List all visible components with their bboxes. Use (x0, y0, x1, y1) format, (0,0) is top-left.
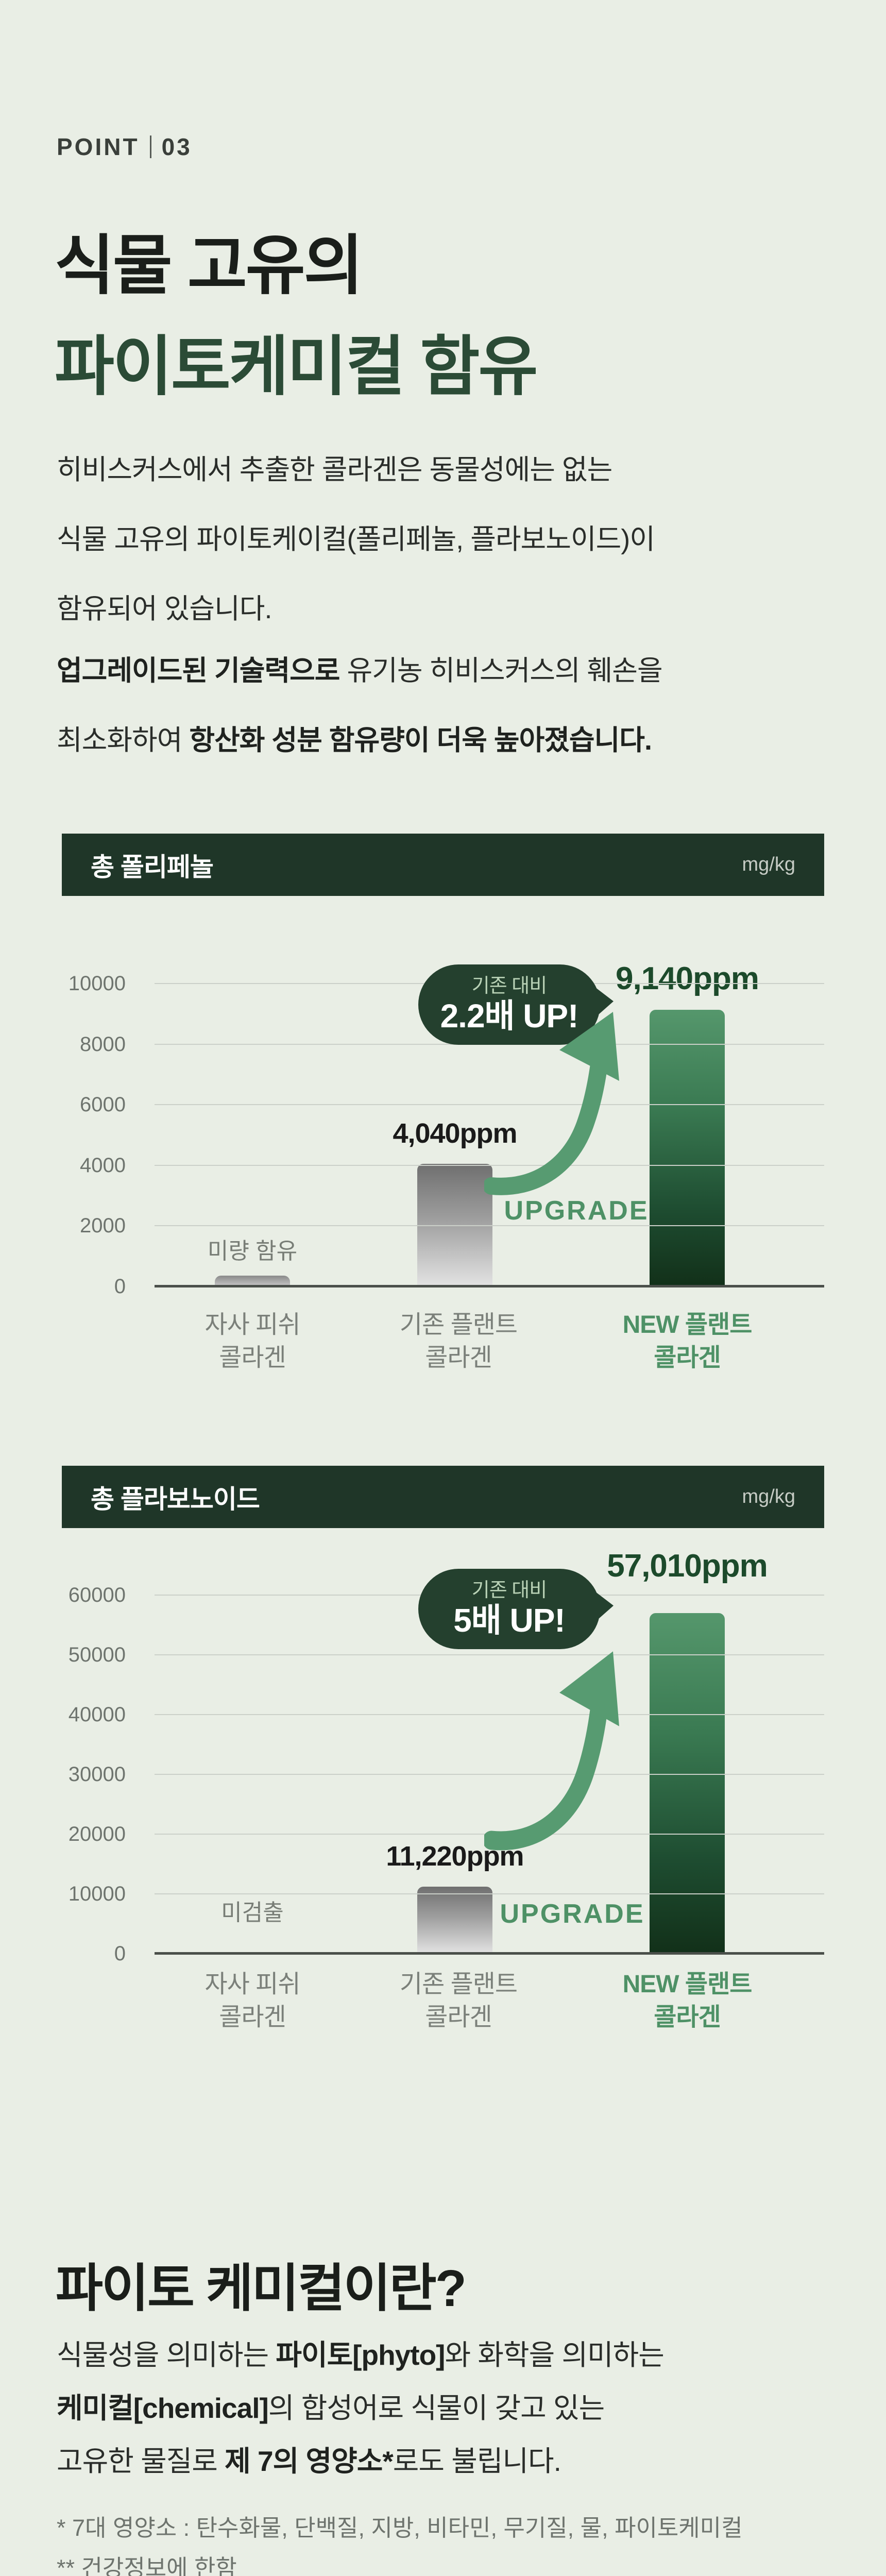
intro-p2-rest: 유기농 히비스커스의 훼손을 (339, 655, 662, 686)
page-title-line1: 식물 고유의 (55, 229, 364, 302)
intro-p1-line3: 함유되어 있습니다. (57, 594, 272, 624)
growth-arrow-icon (484, 1012, 619, 1195)
badge-compare-text: 기존 대비 (471, 975, 547, 997)
point-label: POINT (57, 133, 140, 160)
intro-p2-pre: 최소화하여 (57, 725, 190, 756)
point-number: 03 (161, 133, 192, 160)
point-eyebrow: POINT 03 (57, 133, 192, 161)
x-label-old-plant-collagen: 기존 플랜트 콜라겐 (399, 1971, 518, 2031)
y-axis-tick: 2000 (80, 1214, 126, 1238)
flavonoid-badge-bubble: 기존 대비 5배 UP! (418, 1569, 600, 1649)
value-label-9140ppm: 9,140ppm (615, 961, 759, 996)
y-axis-tick: 0 (114, 1275, 126, 1298)
phyto-line2: 케미컬[chemical]의 합성어로 식물이 갖고 있는 (57, 2392, 605, 2424)
value-label-57010ppm: 57,010ppm (607, 1548, 768, 1584)
x-label-new-plant-collagen: NEW 플랜트 콜라겐 (622, 1971, 753, 2031)
eyebrow-divider (149, 135, 151, 158)
intro-p1-line2: 식물 고유의 파이토케이컬(폴리페놀, 플라보노이드)이 (57, 524, 655, 555)
upgrade-label: UPGRADE (504, 1196, 649, 1226)
y-axis-tick: 4000 (80, 1154, 126, 1177)
x-axis-line (155, 1952, 824, 1955)
x-label-fish-collagen: 자사 피쉬 콜라겐 (205, 1971, 301, 2031)
y-axis-tick: 50000 (68, 1643, 126, 1666)
gridline (155, 1654, 824, 1655)
bar-old-plant-collagen (417, 1164, 492, 1286)
polyphenol-plot-area: 미량 함유 4,040ppm 9,140ppm 10000 8000 6000 400… (69, 961, 824, 1298)
value-label-4040ppm: 4,040ppm (393, 1118, 517, 1149)
flavonoid-chart-title: 총 플라보노이드 (91, 1484, 260, 1514)
intro-p2-bold: 업그레이드된 기술력으로 (57, 655, 340, 686)
footnotes: * 7대 영양소 : 탄수화물, 단백질, 지방, 비타민, 무기질, 물, 파… (57, 2508, 742, 2576)
y-axis-tick: 10000 (68, 1883, 126, 1905)
gridline (155, 1714, 824, 1715)
page-title: 식물 고유의 파이토케미컬 함유 (55, 215, 538, 417)
bar-new-plant-collagen (650, 1010, 725, 1286)
x-axis-line (155, 1285, 824, 1287)
intro-paragraph-1: 히비스커스에서 추출한 콜라겐은 동물성에는 없는 식물 고유의 파이토케이컬(… (57, 435, 655, 644)
y-axis-tick: 20000 (68, 1822, 126, 1845)
page-title-line2: 파이토케미컬 함유 (55, 330, 538, 403)
y-axis-tick: 40000 (68, 1703, 126, 1726)
intro-p1-line1: 히비스커스에서 추출한 콜라겐은 동물성에는 없는 (57, 454, 612, 485)
x-label-fish-collagen: 자사 피쉬 콜라겐 (205, 1311, 301, 1371)
y-axis-tick: 8000 (80, 1032, 126, 1056)
phyto-section-heading: 파이토 케미컬이란? (56, 2260, 467, 2317)
x-label-new-plant-collagen: NEW 플랜트 콜라겐 (622, 1311, 753, 1371)
footnote-nutrients: * 7대 영양소 : 탄수화물, 단백질, 지방, 비타민, 무기질, 물, 파… (57, 2515, 743, 2541)
polyphenol-chart-header: 총 폴리페놀 mg/kg (62, 834, 824, 896)
y-axis-tick: 60000 (68, 1584, 126, 1606)
intro-paragraph-2: 업그레이드된 기술력으로 유기농 히비스커스의 훼손을 최소화하여 항산화 성분… (57, 636, 663, 775)
badge-multiplier-text: 2.2배 UP! (440, 997, 579, 1035)
value-label-not-detected: 미검출 (221, 1900, 284, 1925)
badge-multiplier-text: 5배 UP! (453, 1602, 565, 1639)
phyto-line1: 식물성을 의미하는 파이토[phyto]와 화학을 의미하는 (57, 2339, 664, 2371)
gridline (155, 1164, 824, 1166)
flavonoid-chart-header: 총 플라보노이드 mg/kg (62, 1466, 824, 1528)
flavonoid-plot-area: 미검출 11,220ppm 57,010ppm 60000 50000 40000 3… (69, 1548, 824, 1965)
y-axis-tick: 10000 (68, 972, 126, 995)
gridline (155, 1893, 824, 1894)
polyphenol-chart-title: 총 폴리페놀 (91, 852, 214, 882)
intro-p2-line2: 최소화하여 항산화 성분 함유량이 더욱 높아졌습니다. (57, 706, 662, 775)
flavonoid-chart-card: 총 플라보노이드 mg/kg 미검출 11,220ppm 57,010ppm 6… (62, 1466, 824, 2089)
intro-p2-bold2: 항산화 성분 함유량이 더욱 높아졌습니다. (189, 725, 652, 756)
x-label-old-plant-collagen: 기존 플랜트 콜라겐 (399, 1311, 518, 1371)
badge-compare-text: 기존 대비 (471, 1580, 547, 1601)
y-axis-tick: 6000 (80, 1093, 126, 1116)
flavonoid-chart-unit: mg/kg (742, 1486, 795, 1507)
y-axis-tick: 0 (114, 1942, 126, 1965)
gridline (155, 1104, 824, 1106)
value-label-trace: 미량 함유 (207, 1239, 298, 1264)
bar-old-plant-collagen (417, 1887, 492, 1954)
bar-new-plant-collagen (650, 1613, 725, 1954)
y-axis-tick: 30000 (68, 1763, 126, 1786)
gridline (155, 1774, 824, 1775)
footnote-health-info: ** 건강정보에 한함 (57, 2555, 237, 2576)
bar-fish-collagen (215, 1276, 290, 1286)
gridline (155, 1225, 824, 1227)
upgrade-label: UPGRADE (500, 1899, 645, 1929)
polyphenol-badge-bubble: 기존 대비 2.2배 UP! (418, 964, 600, 1045)
phyto-section-paragraph: 식물성을 의미하는 파이토[phyto]와 화학을 의미하는 케미컬[chemi… (57, 2329, 664, 2488)
intro-p2-line1: 업그레이드된 기술력으로 유기농 히비스커스의 훼손을 (57, 636, 663, 706)
growth-arrow-icon (484, 1651, 619, 1851)
polyphenol-chart-unit: mg/kg (742, 854, 795, 875)
polyphenol-chart-card: 총 폴리페놀 mg/kg 미량 함유 4,040ppm 9,140ppm 100… (62, 834, 824, 1385)
phyto-line3: 고유한 물질로 제 7의 영양소*로도 불립니다. (57, 2445, 561, 2477)
